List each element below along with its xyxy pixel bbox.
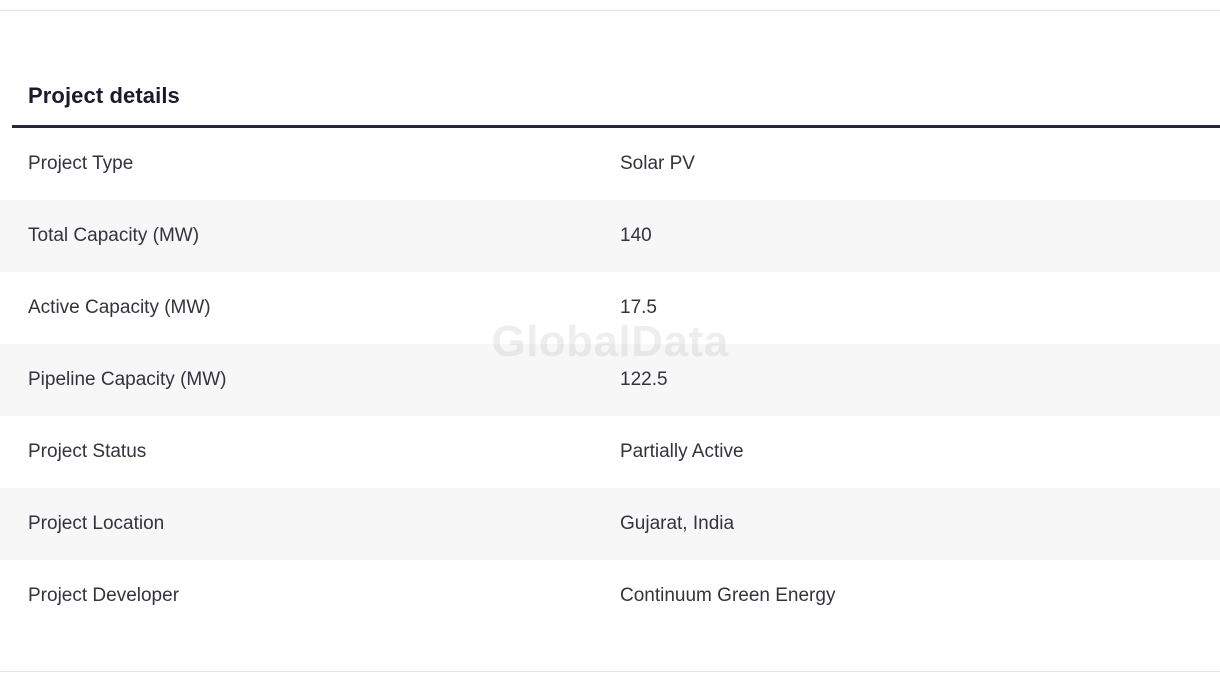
table-row: Project Status Partially Active <box>0 416 1220 488</box>
table-row: Project Developer Continuum Green Energy <box>0 560 1220 632</box>
heading-rule <box>12 125 1220 128</box>
row-label: Pipeline Capacity (MW) <box>28 369 227 390</box>
row-label: Active Capacity (MW) <box>28 297 211 318</box>
row-label: Project Status <box>28 441 147 462</box>
table-row: Project Type Solar PV <box>0 128 1220 200</box>
row-value: Continuum Green Energy <box>620 585 836 606</box>
row-value: Solar PV <box>620 153 695 174</box>
row-label: Project Location <box>28 513 165 534</box>
section-title: Project details <box>28 83 180 108</box>
table-row: Active Capacity (MW) 17.5 <box>0 272 1220 344</box>
row-value: 122.5 <box>620 369 668 390</box>
row-value: 140 <box>620 225 652 246</box>
row-label: Project Developer <box>28 585 180 606</box>
top-divider <box>0 10 1220 11</box>
table-row: Total Capacity (MW) 140 <box>0 200 1220 272</box>
bottom-divider <box>0 671 1220 672</box>
project-details-table: Project Type Solar PV Total Capacity (MW… <box>0 128 1220 632</box>
table-row: Pipeline Capacity (MW) 122.5 <box>0 344 1220 416</box>
table-row: Project Location Gujarat, India <box>0 488 1220 560</box>
row-label: Total Capacity (MW) <box>28 225 200 246</box>
row-value: 17.5 <box>620 297 657 318</box>
row-value: Gujarat, India <box>620 513 735 534</box>
row-value: Partially Active <box>620 441 744 462</box>
row-label: Project Type <box>28 153 134 174</box>
